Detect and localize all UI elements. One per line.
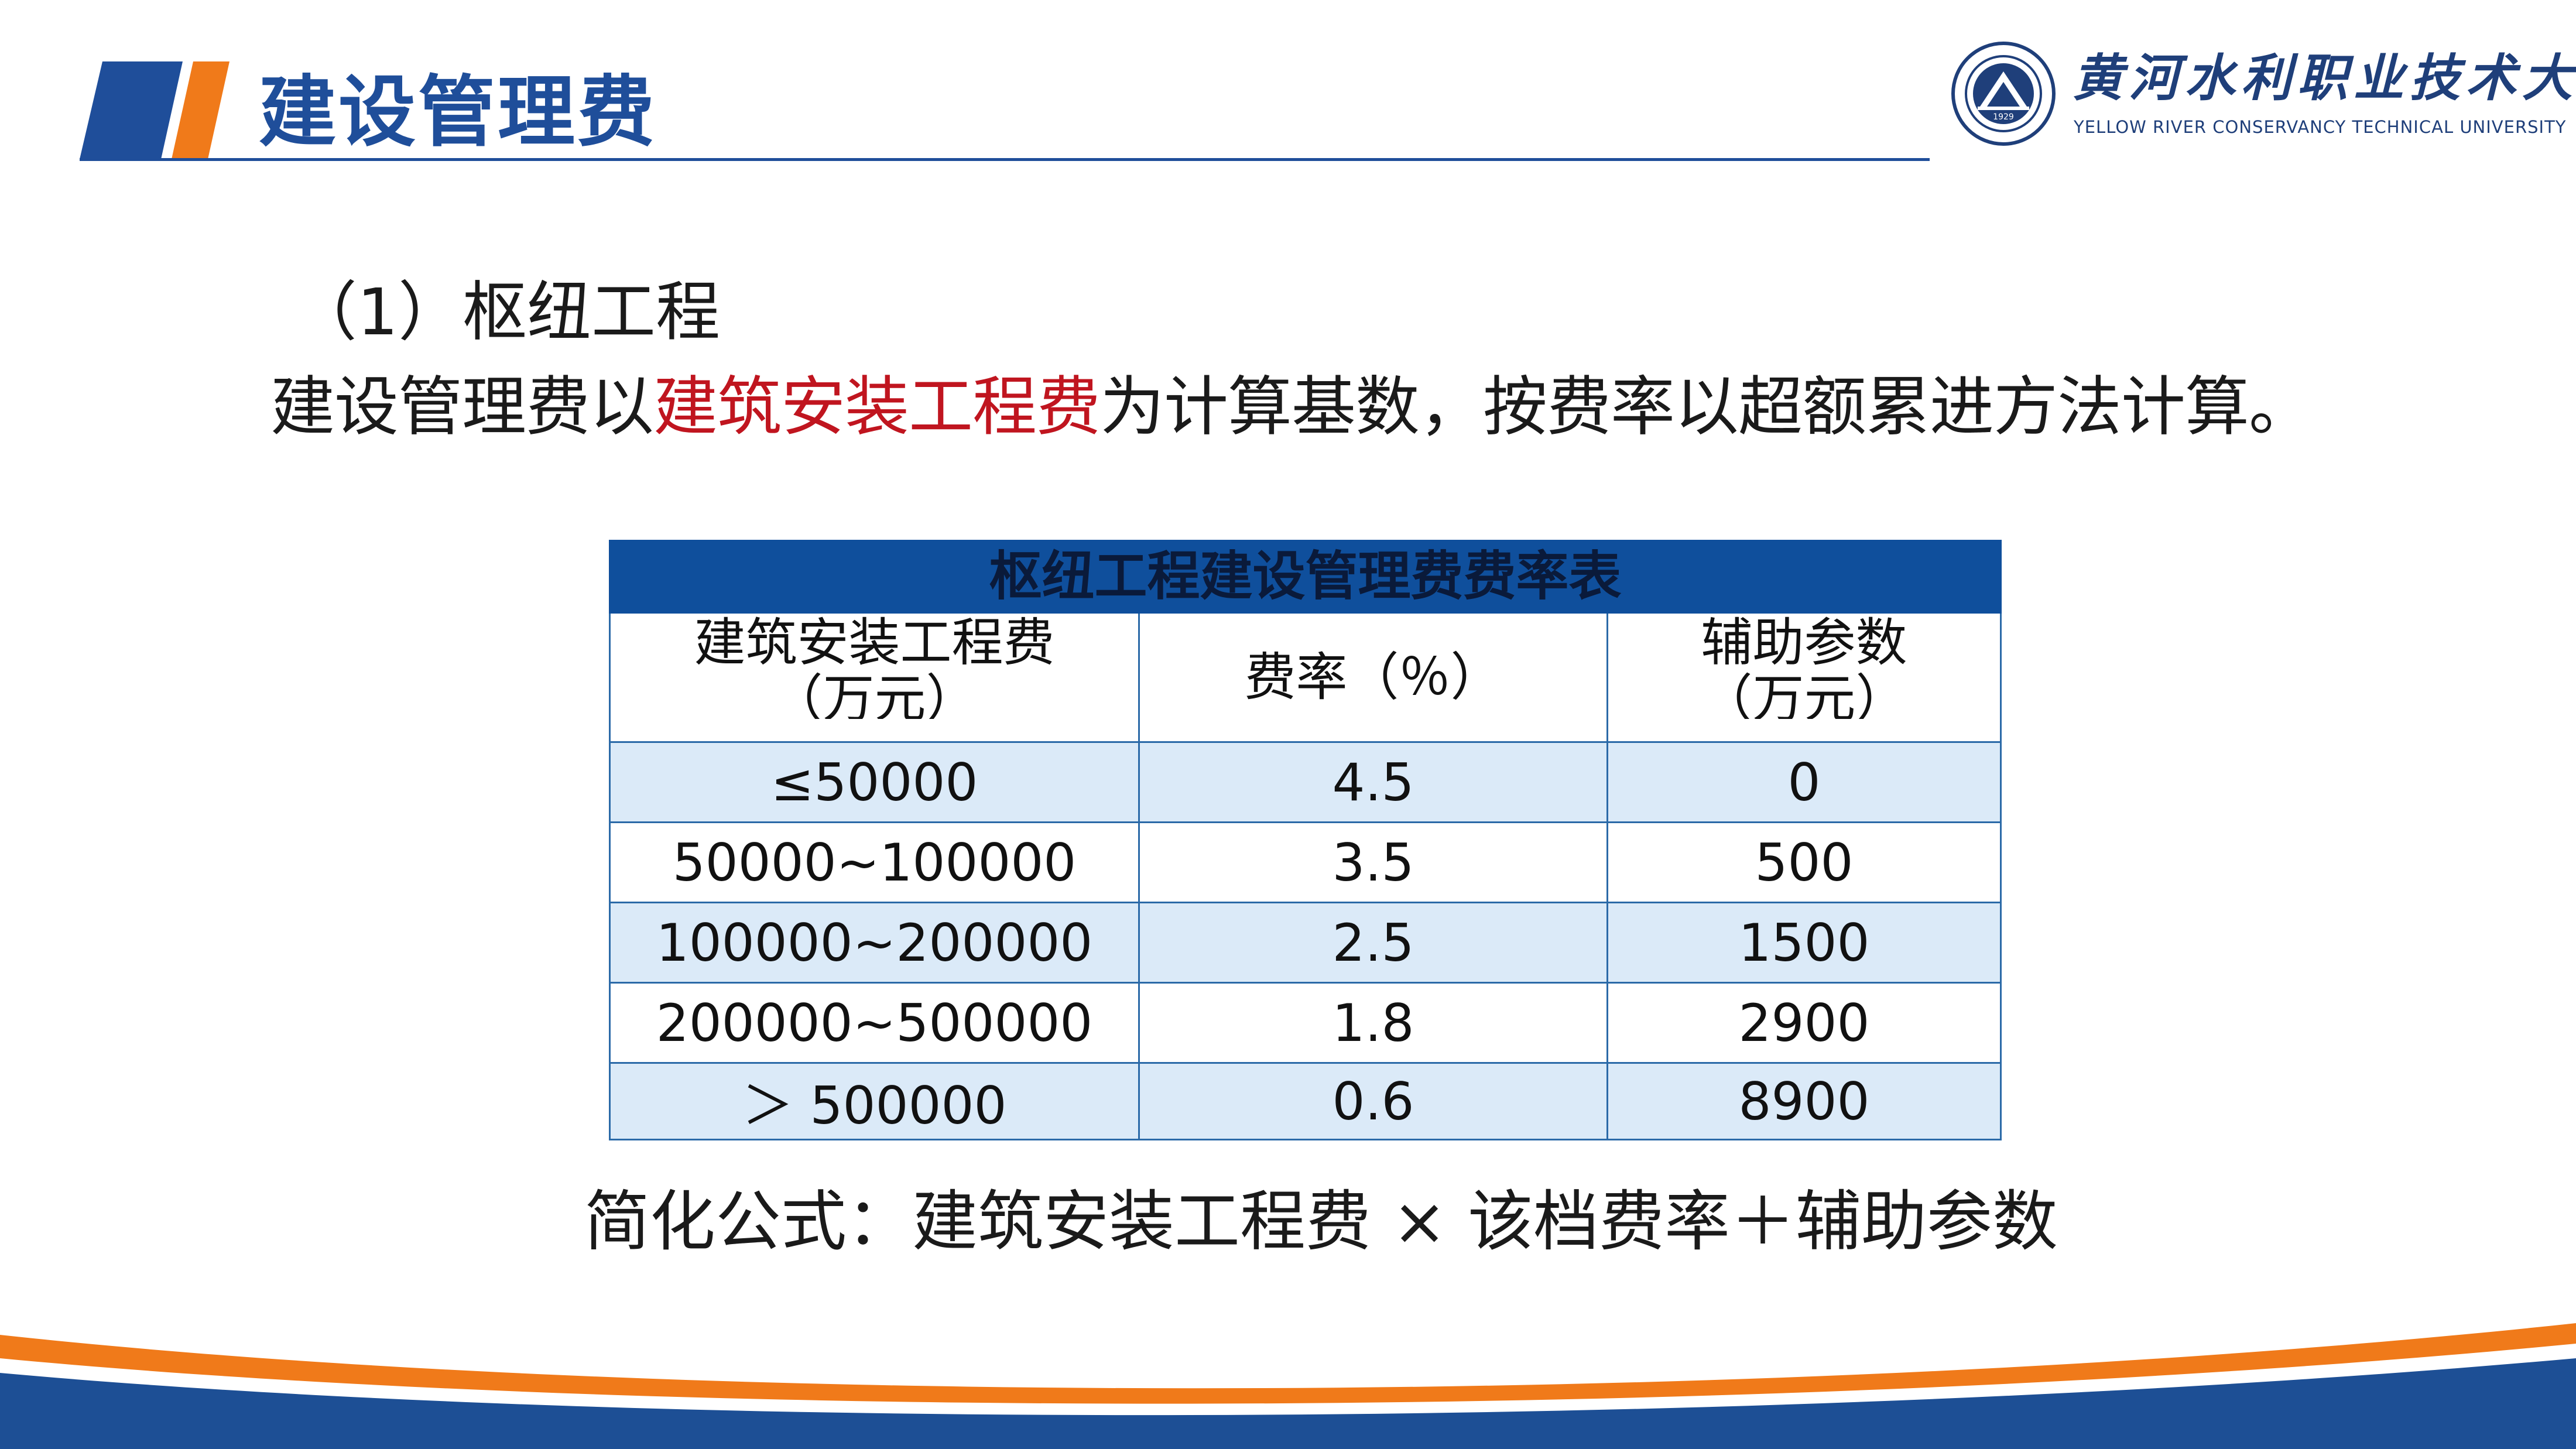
- header-cell-amount: 建筑安装工程费 （万元）: [609, 612, 1140, 743]
- header-cell-rate: 费率（％）: [1138, 612, 1608, 743]
- university-name-en: YELLOW RIVER CONSERVANCY TECHNICAL UNIVE…: [2074, 117, 2567, 137]
- cell-amount: ＞ 500000: [609, 1062, 1140, 1140]
- university-logo: 1929 黄河水利职业技术大学 YELLOW RIVER CONSERVANCY…: [1951, 41, 2576, 152]
- cell-amount: 100000~200000: [609, 902, 1140, 984]
- footer-wave: [0, 1323, 2576, 1449]
- table-row: 200000~500000 1.8 2900: [609, 982, 2002, 1064]
- university-name-cn: 黄河水利职业技术大学: [2073, 49, 2576, 108]
- cell-rate: 1.8: [1138, 982, 1608, 1064]
- table-row: ＞ 500000 0.6 8900: [609, 1062, 2002, 1140]
- header-rate-label: 费率（％）: [1244, 647, 1502, 707]
- emblem-year: 1929: [1993, 112, 2014, 122]
- university-emblem-icon: 1929: [1951, 42, 2056, 146]
- table-row: 50000~100000 3.5 500: [609, 821, 2002, 903]
- cell-param: 500: [1606, 821, 2002, 903]
- cell-amount: 50000~100000: [609, 821, 1140, 903]
- simplified-formula: 简化公式：建筑安装工程费 × 该档费率＋辅助参数: [584, 1184, 2058, 1260]
- header-param-unit: （万元）: [1701, 672, 1907, 719]
- cell-amount: 200000~500000: [609, 982, 1140, 1064]
- cell-rate: 2.5: [1138, 902, 1608, 984]
- table-row: 100000~200000 2.5 1500: [609, 902, 2002, 984]
- cell-rate: 4.5: [1138, 741, 1608, 823]
- cell-param: 8900: [1606, 1062, 2002, 1140]
- cell-rate: 0.6: [1138, 1062, 1608, 1140]
- cell-param: 0: [1606, 741, 2002, 823]
- footer-navy-wave: [0, 1358, 2576, 1449]
- fee-rate-table: 枢纽工程建设管理费费率表 建筑安装工程费 （万元） 费率（％） 辅助参数 （万元…: [609, 540, 2002, 1140]
- table-row: ≤50000 4.5 0: [609, 741, 2002, 823]
- slide-title: 建设管理费: [259, 67, 657, 157]
- header-underline: [80, 158, 1930, 161]
- header-param-label: 辅助参数: [1701, 612, 1907, 673]
- table-caption: 枢纽工程建设管理费费率表: [609, 540, 2002, 614]
- header-amount-label: 建筑安装工程费: [694, 612, 1055, 673]
- header-decoration: [80, 61, 229, 159]
- header-orange-bar: [172, 61, 229, 159]
- table-header-row: 建筑安装工程费 （万元） 费率（％） 辅助参数 （万元）: [609, 612, 2002, 743]
- cell-rate: 3.5: [1138, 821, 1608, 903]
- intro-text-after: 为计算基数，按费率以超额累进方法计算。: [1100, 369, 2313, 444]
- intro-highlight: 建筑安装工程费: [653, 369, 1101, 444]
- header-amount-unit: （万元）: [771, 672, 978, 719]
- intro-text-before: 建设管理费以: [270, 369, 654, 444]
- cell-param: 1500: [1606, 902, 2002, 984]
- header-blue-bar: [80, 61, 183, 159]
- intro-paragraph: 建设管理费以建筑安装工程费为计算基数，按费率以超额累进方法计算。: [270, 369, 2313, 445]
- header-cell-param: 辅助参数 （万元）: [1606, 612, 2002, 743]
- cell-amount: ≤50000: [609, 741, 1140, 823]
- section-subtitle: （1）枢纽工程: [293, 275, 720, 350]
- cell-param: 2900: [1606, 982, 2002, 1064]
